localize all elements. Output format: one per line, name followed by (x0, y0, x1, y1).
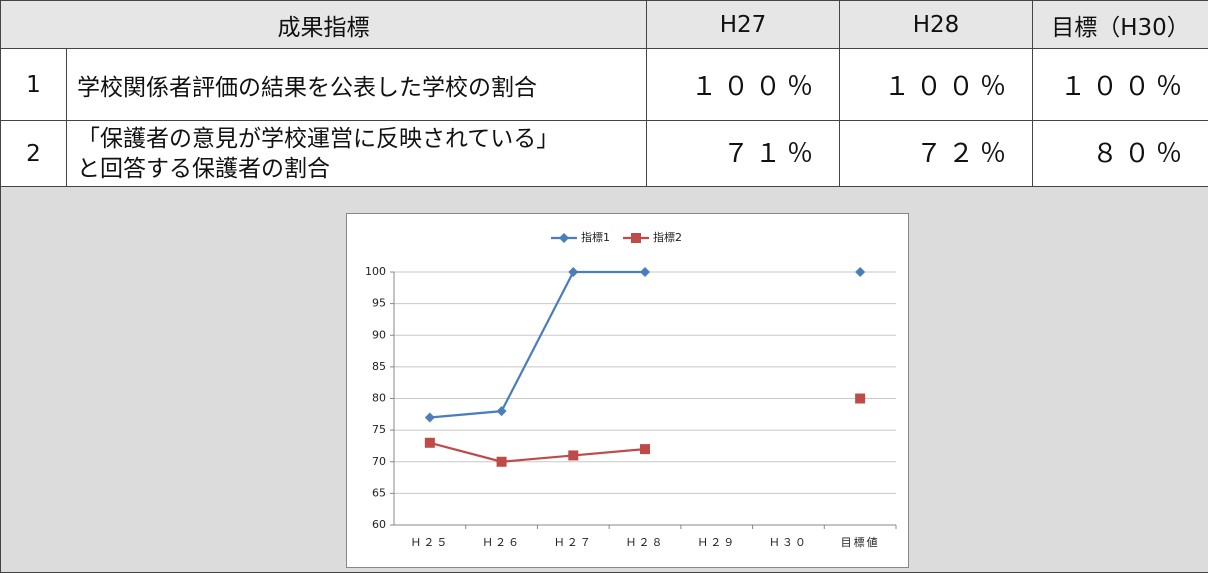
y-tick-label: 65 (372, 486, 386, 499)
chart-frame (347, 214, 909, 568)
marker (568, 450, 578, 460)
legend-label: 指標1 (581, 230, 610, 244)
header-row: 成果指標 H27 H28 目標（H30） (1, 1, 1208, 49)
cell: 学校関係者評価の結果を公表した学校の割合 (67, 49, 647, 121)
x-tick-label: Ｈ２５ (410, 536, 449, 549)
y-tick-label: 85 (372, 360, 386, 373)
chart-cell: 60 65 70 75 80 85 90 95 100 Ｈ２５ Ｈ２６ Ｈ２７ Ｈ２８ Ｈ２９ Ｈ３０ 目標値… (1, 187, 1208, 573)
x-tick-label: Ｈ２９ (697, 536, 736, 549)
cell-line: 学校関係者評価の結果を公表した学校の割合 (77, 68, 636, 102)
y-tick-label: 60 (372, 518, 386, 531)
cell: 「保護者の意見が学校運営に反映されている」と回答する保護者の割合 (67, 121, 647, 187)
x-tick-label: Ｈ３０ (769, 536, 808, 549)
x-tick-label: 目標値 (841, 535, 880, 549)
y-tick-label: 90 (372, 328, 386, 341)
legend-label: 指標2 (653, 230, 682, 244)
cell: １００％ (840, 49, 1033, 121)
cell-line: 「保護者の意見が学校運営に反映されている」 (77, 124, 636, 154)
cell: １００％ (647, 49, 840, 121)
legend-marker (631, 233, 641, 243)
y-tick-label: 70 (372, 455, 386, 468)
x-tick-label: Ｈ２７ (554, 536, 593, 549)
cell-line: と回答する保護者の割合 (77, 154, 636, 184)
cell: ８０％ (1033, 121, 1208, 187)
marker (855, 394, 865, 404)
y-tick-label: 75 (372, 423, 386, 436)
marker (497, 457, 507, 467)
marker (425, 438, 435, 448)
cell: 1 (1, 49, 67, 121)
marker (640, 444, 650, 454)
x-tick-label: Ｈ２６ (482, 536, 521, 549)
x-tick-label: Ｈ２８ (626, 536, 665, 549)
y-tick-label: 95 (372, 297, 386, 310)
cell: ７２％ (840, 121, 1033, 187)
cell: 2 (1, 121, 67, 187)
header-cell: 目標（H30） (1033, 1, 1208, 49)
header-cell: 成果指標 (1, 1, 647, 49)
y-tick-label: 100 (365, 265, 386, 278)
y-tick-label: 80 (372, 392, 386, 405)
cell: １００％ (1033, 49, 1208, 121)
cell: ７１％ (647, 121, 840, 187)
header-cell: H27 (647, 1, 840, 49)
header-cell: H28 (840, 1, 1033, 49)
chart: 60 65 70 75 80 85 90 95 100 Ｈ２５ Ｈ２６ Ｈ２７ Ｈ２８ Ｈ２９ Ｈ３０ 目標値… (346, 213, 909, 568)
